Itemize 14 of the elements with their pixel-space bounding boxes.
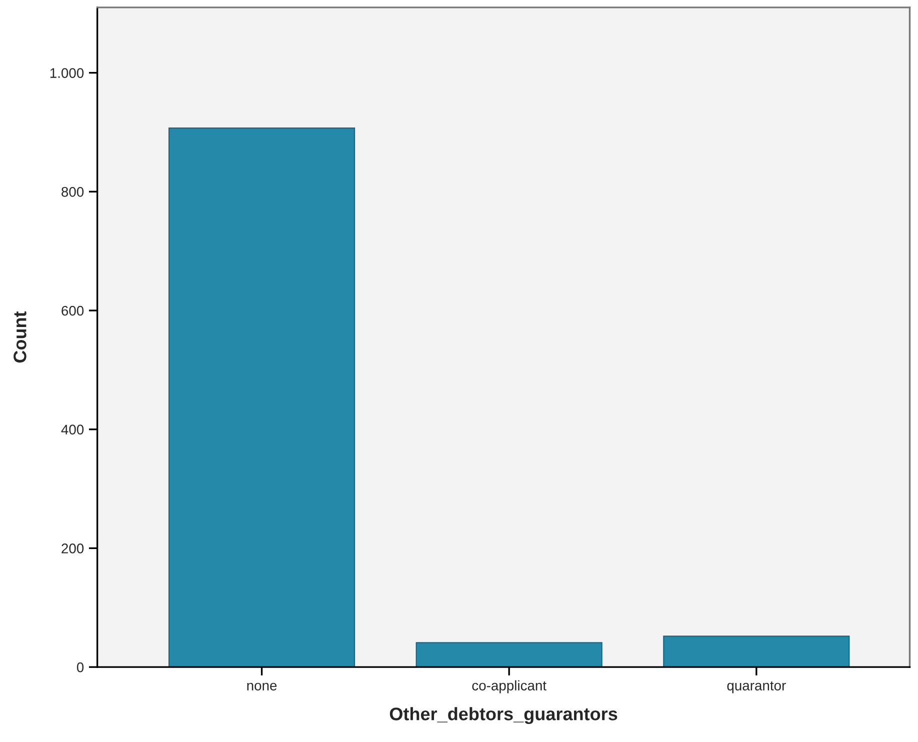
x-axis-title: Other_debtors_guarantors (390, 707, 618, 724)
y-tick-label: 1.000 (50, 68, 84, 78)
x-tick-label: quarantor (727, 681, 786, 694)
y-tick-label: 0 (76, 662, 84, 672)
y-tick-label: 200 (62, 544, 84, 554)
x-tick-label: co-applicant (472, 680, 546, 694)
bar (416, 642, 602, 668)
bar (663, 636, 850, 668)
bar (168, 128, 356, 668)
y-tick-label: 600 (62, 306, 84, 316)
y-axis-title: Count (14, 311, 26, 363)
y-tick-label: 800 (62, 186, 84, 197)
x-tick-label: none (247, 682, 277, 690)
y-tick-label: 400 (61, 424, 84, 435)
